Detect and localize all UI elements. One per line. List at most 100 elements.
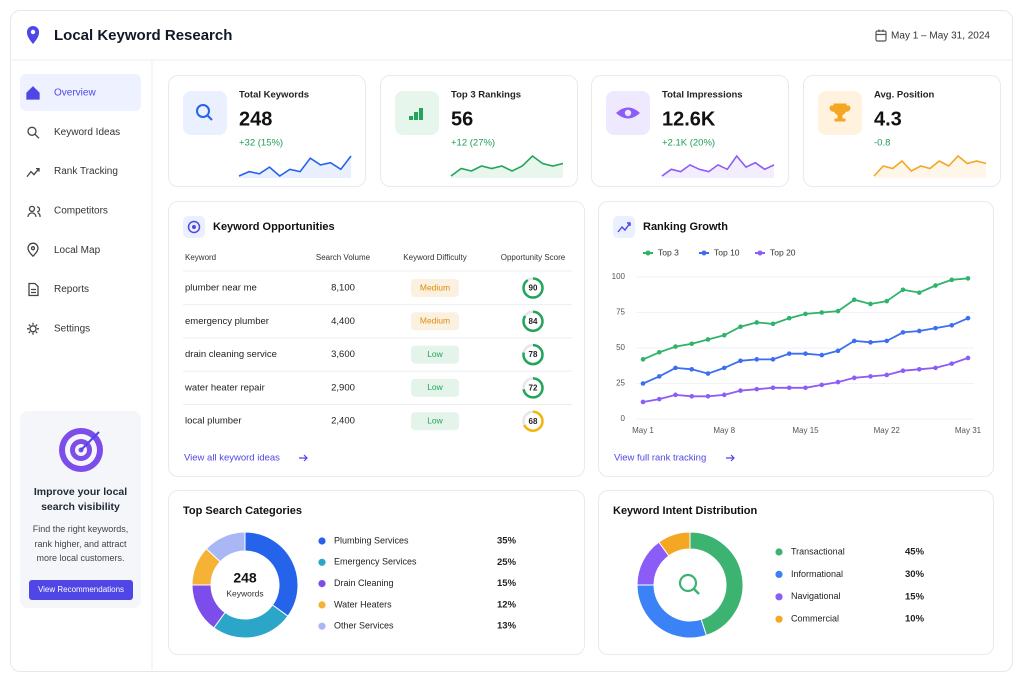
legend-label: Top 20 — [770, 247, 796, 257]
series-point — [738, 358, 743, 364]
nav-item[interactable]: Overview — [54, 88, 96, 99]
legend-swatch — [775, 593, 783, 601]
kpi-icon-glyph — [413, 112, 418, 120]
nav-icon — [27, 322, 39, 335]
donut-segment — [213, 604, 289, 639]
series-point — [656, 396, 662, 402]
series-point — [754, 320, 760, 325]
y-tick-label: 50 — [616, 343, 625, 352]
score: 90 — [529, 284, 538, 293]
legend-label: Water Heaters — [334, 599, 392, 609]
series-point — [835, 348, 841, 354]
series-point — [965, 355, 971, 361]
search-volume: 3,600 — [331, 349, 355, 360]
center-value: 248 — [233, 570, 257, 586]
series-point — [933, 283, 938, 288]
legend-swatch — [701, 250, 707, 256]
legend-label: Transactional — [791, 546, 845, 556]
series-point — [819, 310, 825, 315]
kpi-icon-glyph — [829, 103, 851, 122]
column-header: Keyword — [185, 253, 216, 262]
sparkline-area — [239, 156, 351, 178]
sparkline — [873, 154, 987, 177]
legend-swatch — [318, 580, 326, 588]
kpi-icon-glyph — [418, 108, 423, 120]
value-label: 45% — [905, 547, 925, 558]
column-header: Opportunity Score — [501, 253, 566, 262]
sparkline-area — [874, 156, 987, 178]
series-point — [640, 399, 646, 405]
x-tick-label: May 22 — [874, 426, 901, 435]
app-frame — [10, 10, 1013, 672]
nav-item[interactable]: Local Map — [54, 245, 101, 256]
y-tick-label: 75 — [616, 308, 625, 317]
center-label: Keywords — [226, 588, 263, 598]
search-volume: 4,400 — [331, 316, 355, 327]
nav-item[interactable]: Keyword Ideas — [54, 127, 120, 138]
card-title: Top Search Categories — [183, 505, 302, 517]
header-title: Local Keyword Research — [54, 27, 232, 44]
categories-card: Plumbing Services 35% Emergency Services 25… — [168, 490, 585, 655]
sparkline-area — [450, 156, 563, 178]
series-point — [965, 315, 971, 321]
kpi-card: Top 3 Rankings 56 +12 (27%) — [379, 75, 578, 187]
pin-icon — [27, 26, 39, 44]
legend-swatch — [775, 548, 783, 556]
nav-item[interactable]: Reports — [54, 284, 89, 295]
series-point — [916, 290, 922, 295]
series-point — [835, 308, 841, 314]
center-icon — [693, 588, 700, 595]
intent-card: Transactional 45% Informational 30% Navigati… — [598, 490, 994, 655]
series-point — [754, 386, 760, 392]
series-point — [673, 365, 678, 371]
series-point — [656, 374, 662, 379]
value-label: 12% — [497, 599, 517, 610]
score-ring — [522, 277, 544, 299]
kpi-value: 56 — [451, 108, 473, 130]
nav-item[interactable]: Rank Tracking — [54, 166, 118, 177]
legend-swatch — [775, 615, 783, 623]
difficulty-pill — [411, 378, 459, 397]
nav-icon — [28, 282, 39, 297]
series-point — [673, 344, 678, 349]
legend-swatch — [645, 250, 651, 256]
nav-icon — [27, 126, 40, 139]
series-point — [900, 287, 906, 293]
card-icon — [192, 225, 196, 229]
nav-icon — [26, 167, 40, 178]
value-label: 13% — [497, 621, 517, 632]
legend-swatch — [318, 537, 326, 545]
nav-icon — [27, 205, 41, 218]
nav-item[interactable]: Settings — [54, 323, 90, 334]
kpi-delta: +32 (15%) — [239, 138, 283, 149]
series-point — [819, 352, 825, 358]
nav-item[interactable]: Competitors — [54, 206, 108, 217]
legend-label: Drain Cleaning — [334, 578, 394, 588]
series-point — [640, 357, 646, 362]
intent-card-canvas: Transactional 45% Informational 30% Navigati… — [613, 505, 925, 639]
card-title: Keyword Opportunities — [213, 221, 335, 233]
promo-button[interactable]: View Recommendations — [29, 580, 133, 600]
card-icon — [617, 222, 631, 233]
series-point — [738, 324, 743, 329]
score-ring — [522, 343, 544, 366]
date-range[interactable]: May 1 – May 31, 2024 — [891, 31, 990, 42]
series-point — [786, 351, 792, 356]
kpi-card: Total Impressions 12.6K +2.1K (20%) — [591, 75, 790, 187]
series-point — [851, 297, 857, 303]
legend-label: Top 10 — [714, 247, 740, 257]
series-point — [689, 367, 695, 372]
opportunities-card-canvas: Keyword Opportunities Keyword Search Volum… — [183, 216, 572, 464]
sparkline-area — [662, 156, 775, 178]
view-link[interactable]: View all keyword ideas — [184, 453, 280, 464]
series-point — [851, 375, 857, 381]
series-point — [770, 321, 776, 327]
series-point — [803, 311, 808, 317]
series-point — [884, 298, 890, 304]
categories-card-canvas: Plumbing Services 35% Emergency Services 25… — [183, 505, 517, 639]
series-point — [949, 322, 955, 328]
column-header: Search Volume — [316, 253, 371, 262]
keyword: plumber near me — [185, 283, 257, 294]
view-link[interactable]: View full rank tracking — [614, 453, 706, 464]
